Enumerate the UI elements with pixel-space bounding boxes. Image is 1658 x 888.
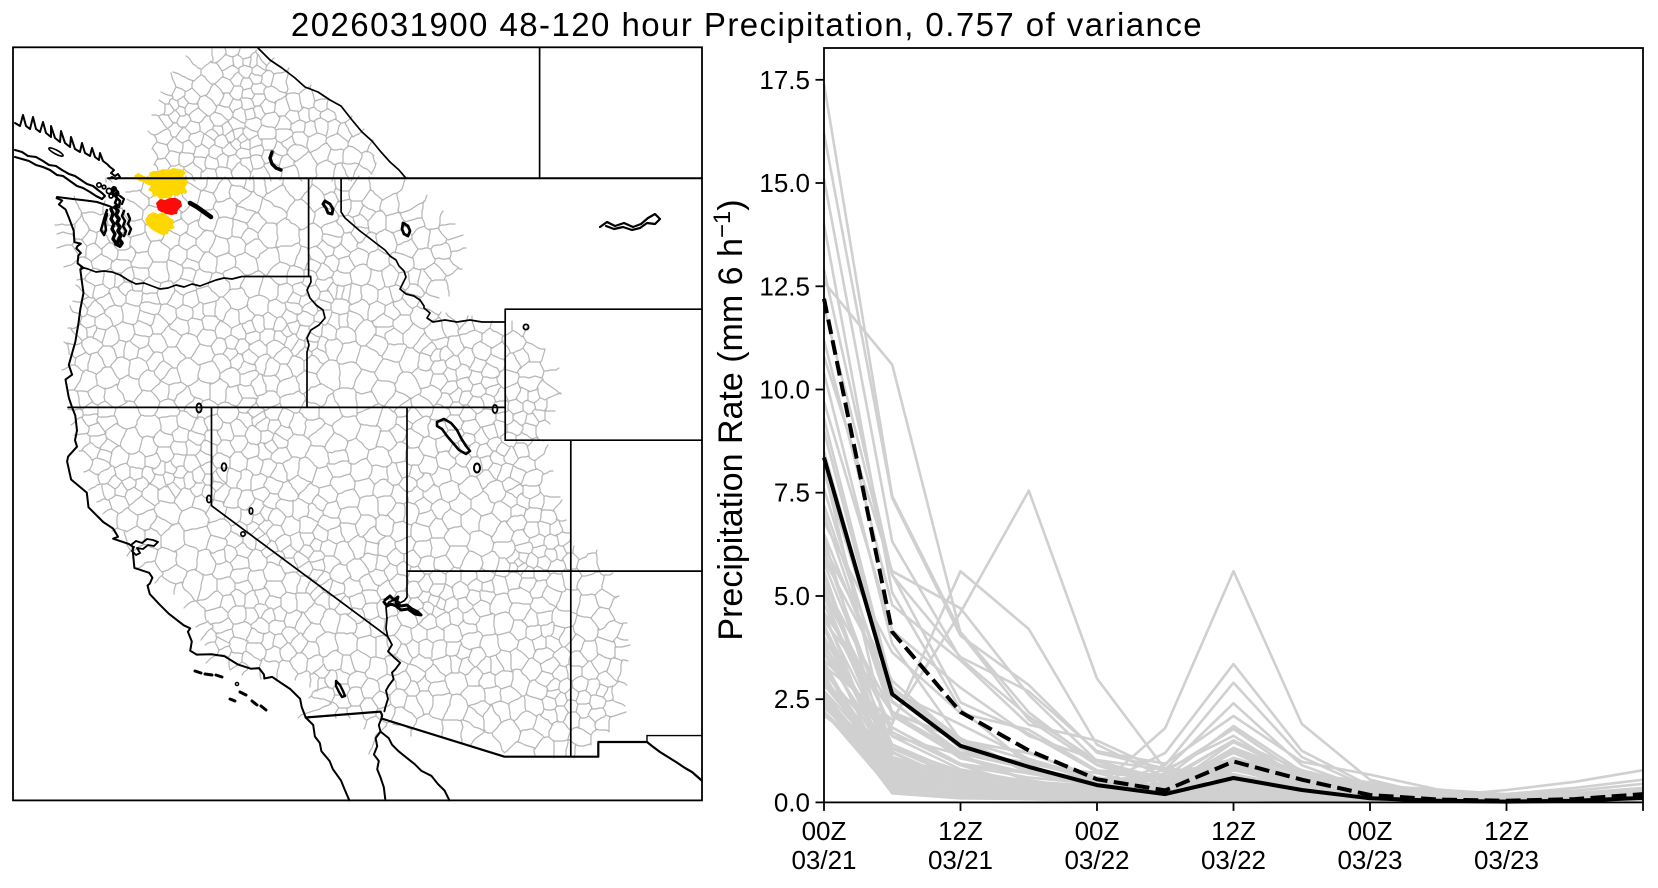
svg-text:2026031900 48-120 hour Precipi: 2026031900 48-120 hour Precipitation, 0.…	[291, 6, 1203, 43]
svg-text:12Z: 12Z	[1484, 816, 1529, 846]
svg-text:03/21: 03/21	[928, 845, 993, 875]
svg-text:12Z: 12Z	[938, 816, 983, 846]
svg-text:12Z: 12Z	[1211, 816, 1256, 846]
svg-text:0.0: 0.0	[774, 787, 810, 817]
svg-text:00Z: 00Z	[1348, 816, 1393, 846]
svg-text:03/21: 03/21	[791, 845, 856, 875]
svg-text:5.0: 5.0	[774, 581, 810, 611]
svg-text:7.5: 7.5	[774, 478, 810, 508]
svg-text:10.0: 10.0	[759, 375, 810, 405]
svg-text:Precipitation Rate (mm 6 h−1): Precipitation Rate (mm 6 h−1)	[709, 199, 750, 640]
svg-text:17.5: 17.5	[759, 65, 810, 95]
svg-text:03/22: 03/22	[1201, 845, 1266, 875]
svg-text:2.5: 2.5	[774, 684, 810, 714]
svg-text:03/23: 03/23	[1337, 845, 1402, 875]
svg-text:15.0: 15.0	[759, 168, 810, 198]
svg-text:03/23: 03/23	[1474, 845, 1539, 875]
svg-text:00Z: 00Z	[1075, 816, 1120, 846]
svg-text:03/22: 03/22	[1064, 845, 1129, 875]
svg-text:00Z: 00Z	[802, 816, 847, 846]
svg-text:12.5: 12.5	[759, 271, 810, 301]
